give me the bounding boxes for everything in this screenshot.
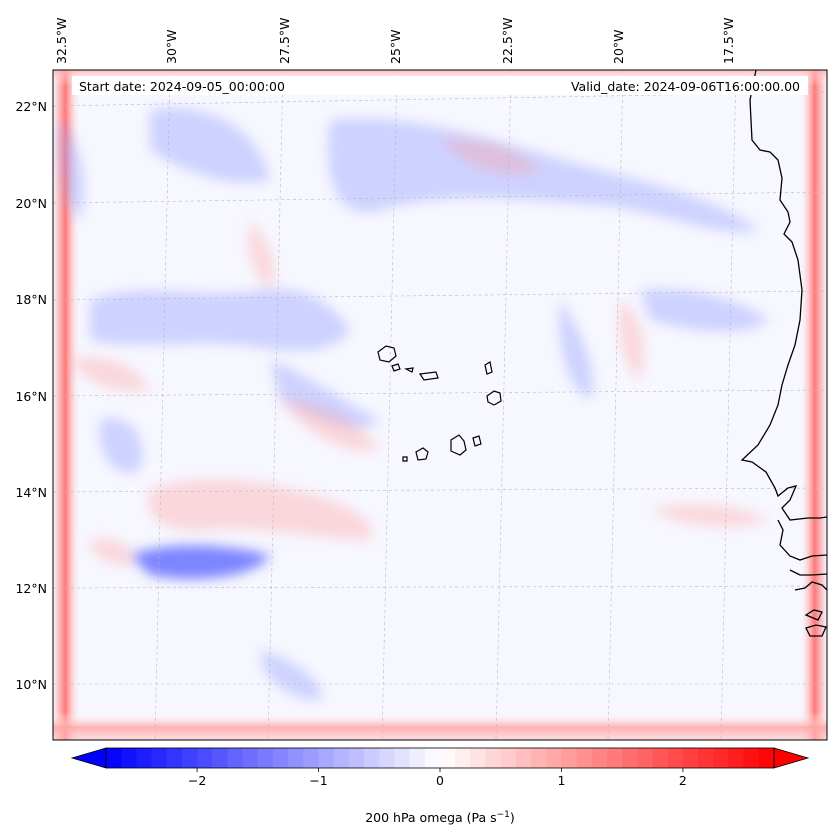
colorbar-segment: [546, 748, 563, 768]
colorbar-segment: [394, 748, 411, 768]
lat-label: 10°N: [15, 677, 47, 692]
colorbar-ticks: −2 −1 0 1 2: [188, 768, 687, 788]
colorbar-segment: [106, 748, 122, 768]
colorbar-min-extend: [70, 747, 107, 769]
east-boundary-red-zone: [799, 70, 827, 740]
colorbar-segment: [515, 748, 532, 768]
colorbar-segment: [318, 748, 335, 768]
colorbar-segment: [424, 748, 441, 768]
colorbar-segments: [106, 748, 775, 768]
colorbar-segment: [561, 748, 578, 768]
africa-coastline: [740, 70, 827, 637]
colorbar-tick-label: 0: [436, 773, 444, 788]
colorbar-segment: [758, 748, 775, 768]
lon-label: 30°W: [164, 29, 179, 64]
lat-label: 12°N: [15, 581, 47, 596]
colorbar-segment: [303, 748, 320, 768]
colorbar-segment: [273, 748, 289, 768]
colorbar-label-exponent: −1: [497, 810, 510, 820]
colorbar-segment: [607, 748, 623, 768]
colorbar-segment: [485, 748, 502, 768]
colorbar-tick-label: 2: [679, 773, 687, 788]
map-border: [52, 69, 828, 741]
longitude-labels: 32.5°W 30°W 27.5°W 25°W 22.5°W 20°W 17.5…: [54, 18, 736, 64]
lat-label: 16°N: [15, 389, 47, 404]
lon-label: 17.5°W: [721, 18, 736, 64]
colorbar-segment: [652, 748, 669, 768]
cape-verde-islands: [377, 345, 502, 462]
colorbar-segment: [136, 748, 153, 768]
latitude-labels: 22°N 20°N 18°N 16°N 14°N 12°N 10°N: [15, 99, 47, 692]
start-date-label: Start date: 2024-09-05_00:00:00: [79, 79, 285, 94]
negative-omega-patches: [59, 108, 770, 700]
colorbar-segment: [667, 748, 684, 768]
colorbar-segment: [622, 748, 638, 768]
colorbar-segment: [212, 748, 229, 768]
colorbar-tick-label: −1: [309, 773, 327, 788]
colorbar-segment: [242, 748, 259, 768]
colorbar: −2 −1 0 1 2 200 hPa omega (Pa s−1): [70, 747, 810, 825]
colorbar-segment: [682, 748, 699, 768]
colorbar-segment: [637, 748, 654, 768]
lat-label: 14°N: [15, 485, 47, 500]
lon-label: 27.5°W: [277, 18, 292, 64]
colorbar-segment: [698, 748, 714, 768]
colorbar-segment: [121, 748, 137, 768]
colorbar-label-close: ): [510, 810, 515, 825]
lon-label: 22.5°W: [500, 18, 515, 64]
colorbar-max-extend: [773, 747, 810, 769]
colorbar-segment: [713, 748, 730, 768]
colorbar-segment: [743, 748, 760, 768]
positive-omega-patches: [70, 139, 770, 565]
colorbar-segment: [500, 748, 517, 768]
south-boundary-red-zone: [53, 712, 827, 740]
colorbar-segment: [440, 748, 456, 768]
colorbar-label: 200 hPa omega (Pa s−1): [365, 810, 515, 825]
graticule: [53, 70, 827, 740]
lat-label: 22°N: [15, 99, 47, 114]
colorbar-segment: [591, 748, 608, 768]
colorbar-segment: [364, 748, 380, 768]
colorbar-segment: [197, 748, 213, 768]
lon-label: 20°W: [611, 29, 626, 64]
lat-label: 20°N: [15, 196, 47, 211]
colorbar-label-text: 200 hPa omega (Pa s: [365, 810, 496, 825]
colorbar-tick-label: −2: [188, 773, 206, 788]
colorbar-segment: [379, 748, 396, 768]
colorbar-segment: [348, 748, 365, 768]
colorbar-segment: [409, 748, 426, 768]
date-annotation-box: [72, 76, 808, 95]
lon-label: 25°W: [388, 29, 403, 64]
colorbar-segment: [181, 748, 198, 768]
colorbar-segment: [257, 748, 274, 768]
colorbar-segment: [166, 748, 183, 768]
lon-label: 32.5°W: [54, 18, 69, 64]
colorbar-segment: [455, 748, 471, 768]
colorbar-segment: [333, 748, 350, 768]
colorbar-segment: [531, 748, 547, 768]
colorbar-segment: [470, 748, 487, 768]
colorbar-segment: [151, 748, 168, 768]
valid-date-label: Valid_date: 2024-09-06T16:00:00.00: [571, 79, 800, 94]
colorbar-segment: [288, 748, 304, 768]
colorbar-segment: [576, 748, 593, 768]
colorbar-tick-label: 1: [557, 773, 565, 788]
colorbar-segment: [227, 748, 244, 768]
lat-label: 18°N: [15, 292, 47, 307]
colorbar-segment: [728, 748, 745, 768]
